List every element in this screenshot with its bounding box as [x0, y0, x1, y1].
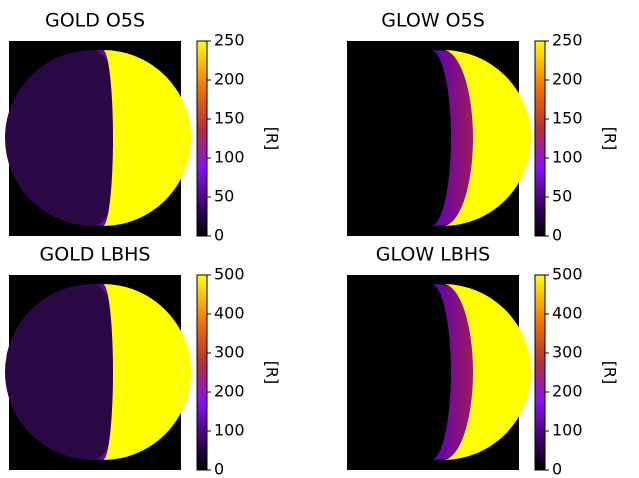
- colorbar: [196, 274, 208, 471]
- panel-title: GOLD LBHS: [40, 244, 151, 266]
- colorbar-tick-label: 300: [552, 343, 583, 362]
- colorbar-tick-label: 200: [214, 382, 245, 401]
- colorbar-tick-label: 500: [552, 265, 583, 284]
- colorbar-tick-label: 0: [552, 226, 562, 245]
- colorbar-tick-label: 100: [214, 148, 245, 167]
- colorbar-tick-label: 250: [552, 31, 583, 50]
- colorbar-label: [R]: [263, 127, 282, 151]
- colorbar: [534, 274, 546, 471]
- crescent: [443, 50, 531, 226]
- colorbar-tick-label: 100: [214, 421, 245, 440]
- panel-title: GLOW LBHS: [376, 244, 490, 266]
- colorbar-tick-label: 250: [214, 31, 245, 50]
- colorbar-tick-label: 200: [552, 70, 583, 89]
- colorbar-tick-label: 200: [214, 70, 245, 89]
- colorbar-tick-label: 50: [214, 187, 234, 206]
- crescent: [443, 284, 531, 460]
- colorbar-tick-label: 200: [552, 382, 583, 401]
- colorbar-tick-label: 50: [552, 187, 572, 206]
- colorbar-tick-label: 0: [552, 460, 562, 478]
- colorbar-tick-label: 400: [552, 304, 583, 323]
- colorbar-tick-label: 400: [214, 304, 245, 323]
- colorbar-tick-label: 150: [214, 109, 245, 128]
- crescent: [103, 284, 191, 460]
- colorbar-tick-label: 150: [552, 109, 583, 128]
- colorbar-tick-label: 500: [214, 265, 245, 284]
- colorbar-label: [R]: [601, 361, 620, 385]
- panel-title: GOLD O5S: [45, 10, 145, 32]
- crescent: [103, 50, 191, 226]
- colorbar-tick-label: 100: [552, 148, 583, 167]
- colorbar-tick-label: 0: [214, 226, 224, 245]
- colorbar: [534, 40, 546, 237]
- colorbar-label: [R]: [263, 361, 282, 385]
- colorbar-label: [R]: [601, 127, 620, 151]
- colorbar-tick-label: 100: [552, 421, 583, 440]
- colorbar: [196, 40, 208, 237]
- colorbar-tick-label: 0: [214, 460, 224, 478]
- colorbar-tick-label: 300: [214, 343, 245, 362]
- panel-title: GLOW O5S: [381, 10, 485, 32]
